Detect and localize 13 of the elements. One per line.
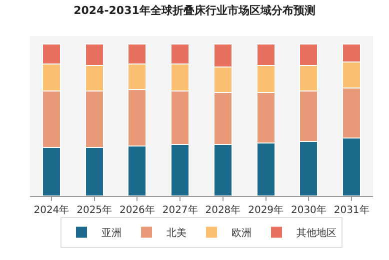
x-tick-label: 2028年 <box>205 204 241 216</box>
x-tick-label: 2027年 <box>162 204 198 216</box>
x-tick-label: 2031年 <box>334 204 370 216</box>
legend-label: 其他地区 <box>296 227 336 240</box>
x-tick-label: 2026年 <box>119 204 155 216</box>
x-tick-label: 2029年 <box>248 204 284 216</box>
legend-label: 欧洲 <box>232 227 252 240</box>
x-tick-label: 2030年 <box>290 204 326 216</box>
legend-label: 北美 <box>166 227 186 240</box>
chart-title: 2024-2031年全球折叠床行业市场区域分布预测 <box>74 4 316 18</box>
legend-label: 亚洲 <box>102 227 122 240</box>
x-tick-label: 2024年 <box>34 204 70 216</box>
x-tick-label: 2025年 <box>76 204 112 216</box>
